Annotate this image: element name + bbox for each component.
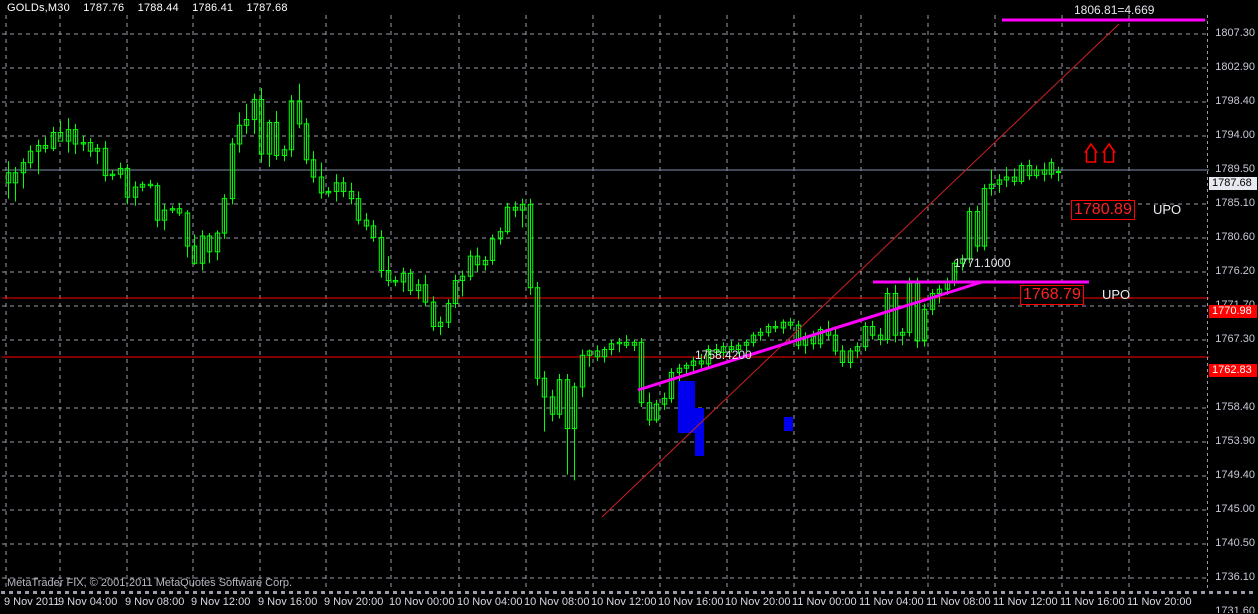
chart-header: GOLDs,M30 1787.76 1788.44 1786.41 1787.6…	[1, 1, 288, 15]
time-label: 11 Nov 16:00	[1060, 596, 1125, 608]
price-label: 1780.60	[1215, 231, 1255, 243]
price-label-current[interactable]: 1787.68	[1209, 177, 1257, 190]
ohlc-close: 1787.68	[246, 2, 288, 14]
price-label: 1807.30	[1215, 27, 1255, 39]
time-label: 9 Nov 16:00	[258, 596, 318, 608]
upo-price-box-low[interactable]: 1768.79	[1020, 285, 1084, 305]
time-label: 11 Nov 08:00	[926, 596, 991, 608]
pivot-label-1758: 1758.4200	[695, 348, 752, 362]
copyright-notice: MetaTrader FIX, © 2001-2011 MetaQuotes S…	[7, 577, 293, 589]
price-label-alert[interactable]: 1770.98	[1209, 305, 1257, 318]
upo-tag-high: UPO	[1153, 202, 1182, 217]
price-label: 1745.00	[1215, 503, 1255, 515]
upo-tag-low: UPO	[1102, 287, 1131, 302]
price-label: 1785.10	[1215, 197, 1255, 209]
horizontal-price-lines[interactable]	[2, 297, 1209, 358]
time-scale[interactable]: 9 Nov 2011 9 Nov 04:00 9 Nov 08:00 9 Nov 12…	[1, 591, 1257, 613]
time-label: 10 Nov 00:00	[389, 596, 455, 608]
time-label: 11 Nov 04:00	[859, 596, 924, 608]
time-label: 10 Nov 20:00	[725, 596, 791, 608]
price-axis-line	[1207, 15, 1208, 591]
price-label: 1740.50	[1215, 537, 1255, 549]
time-label: 11 Nov 20:00	[1127, 596, 1192, 608]
time-label: 11 Nov 00:00	[792, 596, 857, 608]
price-label: 1767.30	[1215, 333, 1255, 345]
price-label: 1749.40	[1215, 469, 1255, 481]
time-label: 10 Nov 12:00	[591, 596, 657, 608]
ohlc-low: 1786.41	[192, 2, 234, 14]
time-label: 9 Nov 08:00	[125, 596, 185, 608]
price-label: 1802.90	[1215, 61, 1255, 73]
time-axis-line	[1, 591, 1257, 594]
price-label: 1776.20	[1215, 265, 1255, 277]
time-label: 10 Nov 08:00	[524, 596, 590, 608]
price-label-alert[interactable]: 1762.83	[1209, 364, 1257, 377]
price-label: 1736.10	[1215, 571, 1255, 583]
price-label: 1789.50	[1215, 163, 1255, 175]
trend-lines[interactable]	[601, 18, 1205, 518]
signal-arrows[interactable]	[1083, 142, 1117, 163]
fibonacci-level-label: 1806.81=4.669	[1074, 3, 1155, 17]
price-label: 1758.40	[1215, 401, 1255, 413]
chart-plot-area[interactable]	[2, 15, 1209, 591]
ohlc-open: 1787.76	[83, 2, 125, 14]
highlight-zones	[678, 381, 793, 456]
price-label: 1794.00	[1215, 129, 1255, 141]
ohlc-high: 1788.44	[137, 2, 179, 14]
time-label: 9 Nov 04:00	[58, 596, 118, 608]
candlestick-canvas	[2, 15, 1209, 591]
time-label: 9 Nov 2011	[4, 596, 60, 608]
price-label: 1731.60	[1215, 605, 1255, 614]
price-label: 1753.90	[1215, 435, 1255, 447]
time-label: 9 Nov 12:00	[191, 596, 251, 608]
upo-price-box-high[interactable]: 1780.89	[1071, 200, 1135, 220]
time-label: 10 Nov 16:00	[658, 596, 724, 608]
candlesticks	[5, 83, 1062, 481]
time-label: 10 Nov 04:00	[457, 596, 523, 608]
price-label: 1798.40	[1215, 95, 1255, 107]
grid-lines	[2, 15, 1209, 591]
time-label: 9 Nov 20:00	[324, 596, 384, 608]
price-scale[interactable]: 1807.30 1802.90 1798.40 1794.00 1789.50 1787.…	[1207, 15, 1257, 613]
symbol-period-label: GOLDs,M30	[7, 2, 70, 14]
pivot-label-1771: 1771.1000	[954, 256, 1011, 270]
time-label: 11 Nov 12:00	[993, 596, 1058, 608]
